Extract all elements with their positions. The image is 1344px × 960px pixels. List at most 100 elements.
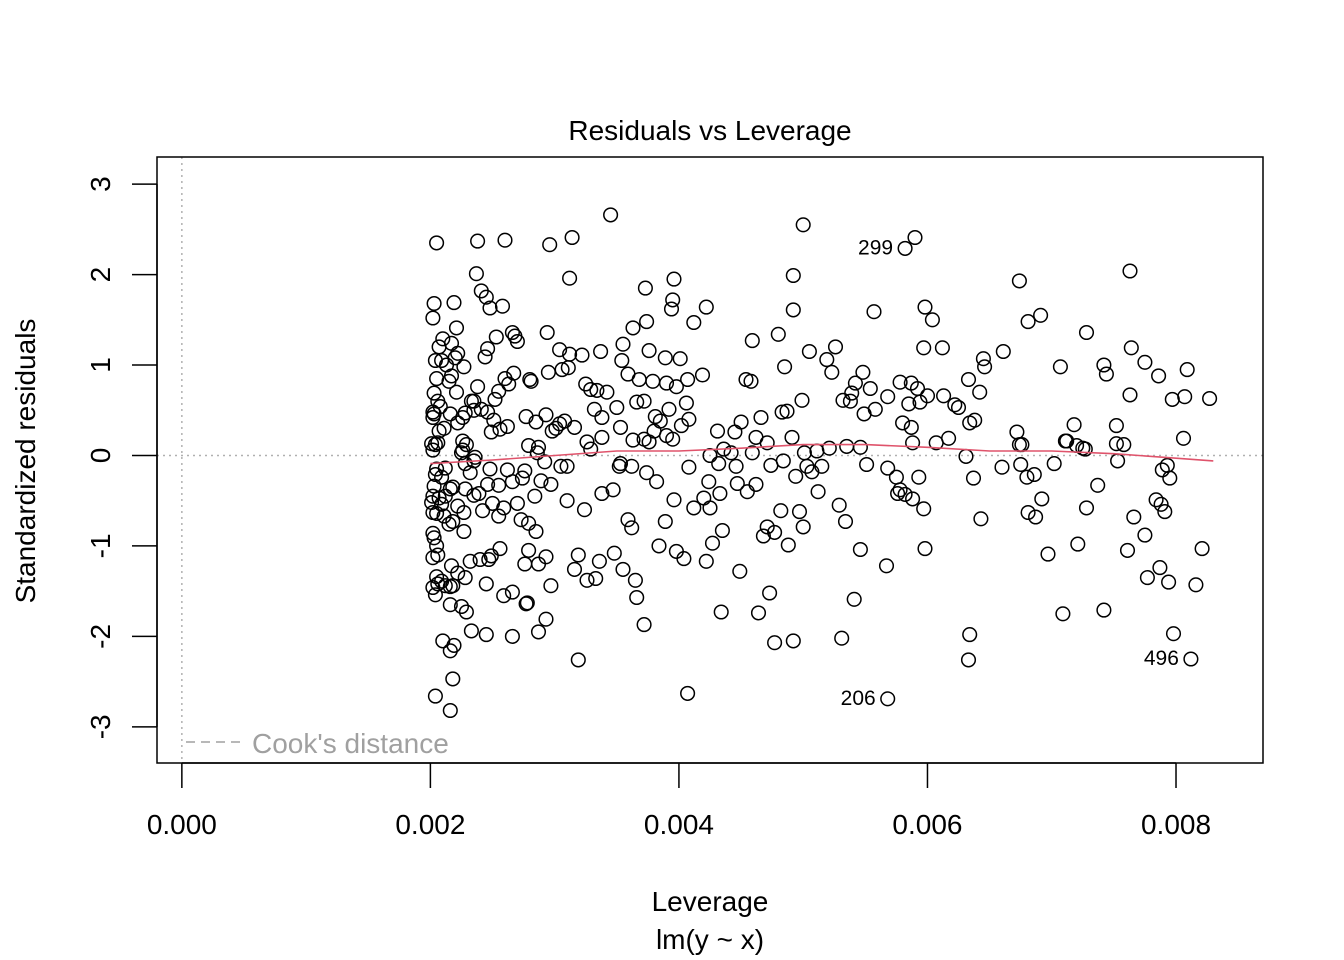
x-axis: 0.000 0.002 0.004 0.006 0.008 <box>147 762 1211 840</box>
data-point <box>839 438 855 454</box>
data-point <box>665 292 681 308</box>
data-point <box>429 235 445 251</box>
data-point <box>431 339 447 355</box>
data-point <box>437 488 453 504</box>
data-point <box>916 501 932 517</box>
data-point <box>1040 546 1056 562</box>
data-point <box>1137 527 1153 543</box>
data-point <box>928 435 944 451</box>
y-tick-label: 1 <box>85 357 116 373</box>
data-point <box>480 476 496 492</box>
data-point <box>1151 368 1167 384</box>
data-point <box>543 476 559 492</box>
data-point <box>878 558 895 574</box>
data-point <box>647 409 663 425</box>
data-point <box>903 375 919 391</box>
data-point <box>471 485 487 502</box>
data-point <box>862 380 878 397</box>
x-tick-label: 0.006 <box>892 809 962 840</box>
data-point <box>639 465 655 481</box>
data-point <box>1077 441 1093 457</box>
data-point <box>591 553 607 569</box>
data-point <box>827 339 844 355</box>
data-point <box>504 324 520 341</box>
data-point <box>530 624 547 640</box>
data-point <box>672 351 688 367</box>
point-label: 299 <box>858 236 893 259</box>
data-point <box>492 541 508 557</box>
data-point <box>629 589 645 606</box>
data-point <box>1148 492 1164 508</box>
data-point <box>804 464 820 480</box>
data-point <box>1078 500 1095 516</box>
data-point <box>960 652 977 668</box>
data-point <box>905 491 921 507</box>
y-tick-label: 0 <box>85 448 116 464</box>
data-point <box>427 688 443 704</box>
data-point <box>594 485 610 502</box>
data-point <box>973 511 989 527</box>
data-point <box>676 551 692 567</box>
data-point <box>701 474 717 490</box>
point-label: 496 <box>1144 647 1179 670</box>
data-point <box>427 466 443 483</box>
data-point <box>509 333 525 350</box>
data-point <box>574 347 590 363</box>
data-point <box>694 367 711 383</box>
data-point <box>1161 574 1177 590</box>
data-point <box>795 519 811 535</box>
data-point <box>445 513 461 530</box>
data-point <box>528 414 544 430</box>
data-point <box>441 516 457 532</box>
data-point <box>975 351 991 367</box>
data-point <box>681 411 697 427</box>
data-point <box>614 352 630 369</box>
data-point <box>641 343 657 359</box>
data-point <box>494 298 511 314</box>
data-point <box>514 470 530 486</box>
data-point <box>799 458 815 474</box>
data-point <box>456 523 472 540</box>
data-point <box>552 342 568 358</box>
data-point <box>1122 263 1138 279</box>
y-tick-label: 2 <box>85 267 116 283</box>
data-point <box>559 458 575 474</box>
data-point <box>523 373 539 389</box>
data-point <box>530 439 547 455</box>
data-point <box>897 240 913 256</box>
data-point <box>729 475 745 492</box>
data-point <box>824 364 840 380</box>
data-point <box>728 458 744 474</box>
data-point <box>620 366 636 382</box>
smooth-line <box>430 443 1214 465</box>
data-point <box>903 419 919 435</box>
data-point <box>537 454 553 470</box>
data-point <box>450 415 466 431</box>
data-point <box>1070 536 1086 552</box>
data-point <box>788 468 804 484</box>
data-point <box>1164 391 1180 407</box>
data-point <box>576 502 593 518</box>
data-point <box>483 548 499 564</box>
data-point <box>540 364 556 380</box>
data-point <box>538 407 554 423</box>
data-point <box>1096 357 1112 373</box>
data-point <box>1098 366 1114 382</box>
data-point <box>566 561 583 577</box>
data-point <box>629 394 645 410</box>
data-point <box>636 393 652 409</box>
data-point <box>785 302 801 318</box>
data-point <box>562 270 578 286</box>
x-axis-label: Leverage <box>652 886 769 917</box>
data-point <box>1028 509 1044 525</box>
data-point <box>1090 477 1106 493</box>
data-point <box>448 384 465 400</box>
data-point <box>445 479 461 495</box>
data-point <box>639 314 655 330</box>
data-point <box>855 364 871 380</box>
data-point <box>425 550 441 566</box>
data-point <box>750 605 767 621</box>
legend: Cook's distance <box>186 728 449 759</box>
x-tick-label: 0.004 <box>644 809 714 840</box>
data-point <box>649 474 665 490</box>
